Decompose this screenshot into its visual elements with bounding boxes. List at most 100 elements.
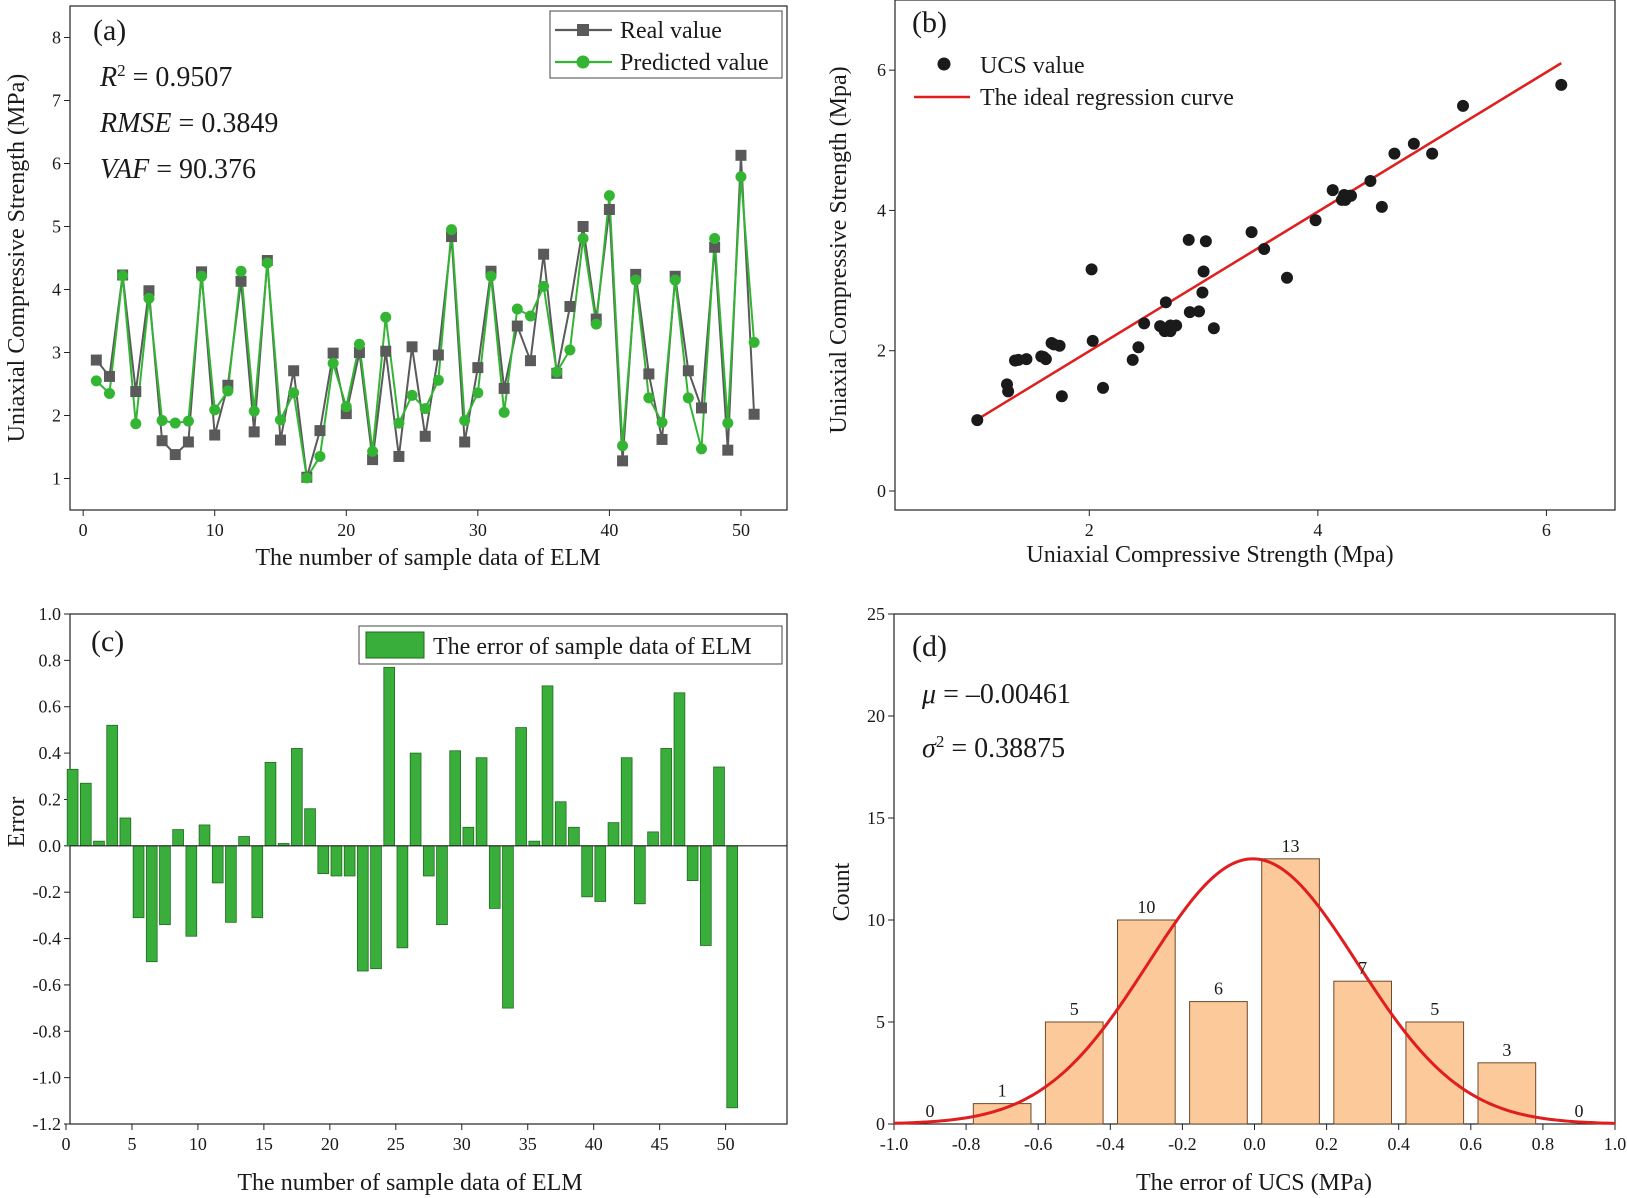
ucs-value-point (971, 414, 984, 427)
x-tick-label: 40 (600, 520, 618, 540)
predicted-value-point (301, 472, 313, 484)
x-tick-label: -0.6 (1024, 1134, 1053, 1154)
error-bar (449, 750, 461, 847)
error-bar (357, 845, 369, 972)
x-tick-label: 30 (469, 520, 487, 540)
x-tick-label: 20 (321, 1134, 339, 1154)
ucs-value-point (1126, 353, 1139, 366)
ucs-value-point (1555, 78, 1568, 91)
y-tick-label: 2 (877, 341, 886, 361)
real-value-point (103, 370, 115, 382)
predicted-value-point (393, 417, 405, 429)
real-value-point (446, 231, 458, 243)
stat-sigma2: σ2 = 0.38875 (922, 732, 1065, 764)
ucs-value-point (1159, 296, 1172, 309)
y-tick-label: -0.2 (33, 882, 62, 902)
bin-count-label: 0 (1574, 1101, 1583, 1121)
real-value-point (169, 449, 181, 461)
panel-a-stats: R2 = 0.9507 RMSE = 0.3849 VAF = 90.376 (99, 61, 278, 185)
panel-c-bar-chart: -1.2 -1.0 -0.8 -0.6 -0.4 -0.2 0.0 0.2 0.4 0.6 0.8 1… (4, 604, 788, 1196)
predicted-value-point (630, 274, 642, 286)
ucs-value-point (1039, 353, 1052, 366)
predicted-value-point (209, 404, 221, 416)
real-value-point (577, 221, 589, 232)
error-bar (541, 685, 554, 847)
predicted-value-point (472, 387, 484, 399)
real-value-point (222, 379, 234, 391)
bin-count-label: 5 (1070, 999, 1079, 1019)
ucs-value-point (1457, 99, 1469, 112)
error-bar (330, 845, 343, 877)
real-value-point (722, 444, 734, 456)
error-bar (488, 845, 501, 909)
predicted-value-point (669, 274, 681, 286)
predicted-value-point (695, 443, 707, 455)
real-value-point (288, 365, 300, 377)
error-bar (554, 801, 567, 847)
legend-error-label: The error of sample data of ELM (433, 634, 752, 660)
legend-predicted-label: Predicted value (620, 50, 769, 76)
x-tick-label: 10 (189, 1134, 207, 1154)
predicted-value-point (656, 416, 668, 428)
y-tick-label: 6 (877, 60, 886, 80)
error-bar (145, 845, 158, 963)
y-tick-label: -0.8 (33, 1021, 62, 1041)
error-bar (634, 845, 646, 905)
predicted-value-point (143, 292, 155, 304)
error-bar (528, 840, 541, 847)
ucs-value-point (1053, 339, 1066, 352)
predicted-value-point (169, 417, 181, 429)
predicted-value-point (380, 311, 392, 323)
ucs-value-point (1407, 137, 1420, 150)
predicted-value-point (590, 318, 602, 330)
legend-predicted-marker (576, 55, 590, 69)
predicted-value-point (156, 415, 168, 427)
stat-vaf: VAF = 90.376 (100, 154, 256, 185)
panel-c-legend-box (358, 625, 783, 665)
panel-c-label: (c) (91, 625, 124, 658)
histogram-bin (1117, 919, 1176, 1125)
y-tick-label: -0.6 (33, 975, 62, 995)
error-bar (370, 845, 382, 970)
predicted-value-point (130, 418, 142, 430)
error-bar (436, 845, 448, 926)
ucs-value-point (1245, 226, 1258, 239)
real-value-point (353, 347, 365, 358)
y-tick-label: 5 (52, 217, 61, 237)
panel-d-stats: μ = –0.00461 σ2 = 0.38875 (921, 679, 1071, 764)
error-bar (726, 845, 739, 1109)
predicted-value-point (196, 270, 208, 282)
x-tick-label: 30 (453, 1134, 471, 1154)
y-tick-label: 10 (867, 910, 885, 930)
y-tick-label: 0.0 (39, 836, 62, 856)
x-tick-label: 0.0 (1243, 1134, 1266, 1154)
predicted-value-point (235, 265, 247, 277)
predicted-value-point (603, 190, 615, 202)
x-tick-label: 10 (206, 520, 224, 540)
predicted-value-point (446, 224, 458, 236)
predicted-value-point (709, 232, 721, 244)
x-tick-label: 40 (585, 1134, 603, 1154)
predicted-value-point (735, 171, 747, 183)
real-value-point (156, 435, 168, 447)
real-value-point (524, 355, 536, 367)
y-tick-label: -1.2 (33, 1114, 62, 1134)
panel-d-ylabel: Count (829, 862, 855, 921)
ucs-value-point (1086, 334, 1099, 347)
predicted-value-point (577, 232, 589, 244)
error-bar (211, 845, 224, 884)
legend-real-label: Real value (620, 18, 722, 44)
error-bar (106, 724, 118, 847)
error-bar (251, 845, 264, 919)
y-tick-label: 0.8 (39, 650, 62, 670)
real-series-line (95, 155, 756, 478)
bin-count-label: 6 (1214, 979, 1223, 999)
predicted-value-point (274, 414, 286, 426)
stat-rmse: RMSE = 0.3849 (99, 108, 278, 139)
real-value-point (340, 408, 352, 420)
x-tick-label: -0.2 (1168, 1134, 1197, 1154)
histogram-bin (1189, 1001, 1248, 1125)
panel-c-legend: The error of sample data of ELM (358, 625, 783, 665)
ucs-value-point (1085, 263, 1098, 276)
ucs-value-point (1196, 286, 1209, 299)
